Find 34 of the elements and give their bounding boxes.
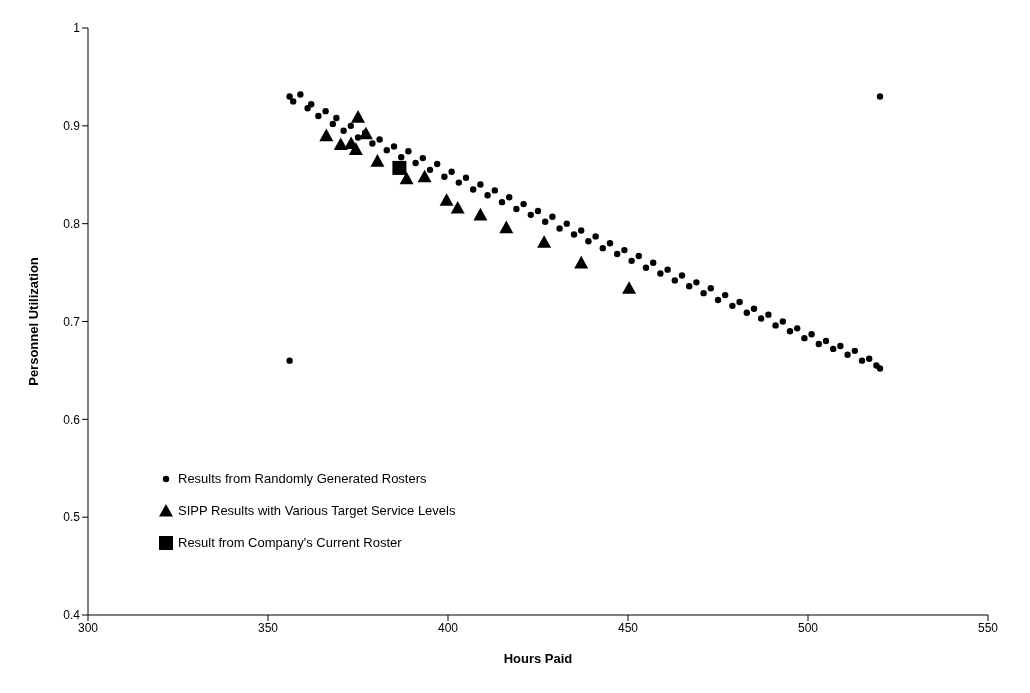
- point: [370, 154, 385, 167]
- x-tick-label: 400: [437, 620, 459, 635]
- x-tick-label: 450: [617, 620, 639, 635]
- y-tick-label: 0.4: [63, 608, 81, 623]
- legend-label: Result from Company's Current Roster: [178, 534, 402, 552]
- legend-label: Results from Randomly Generated Rosters: [178, 470, 427, 488]
- y-tick-label: 0.5: [63, 510, 81, 525]
- point: [417, 169, 432, 183]
- point: [358, 126, 373, 140]
- point: [351, 110, 365, 123]
- point: [439, 193, 454, 206]
- y-tick-label: 0.7: [63, 314, 81, 329]
- y-tick-label: 0.9: [63, 119, 81, 134]
- x-axis-title: Hours Paid: [503, 651, 573, 666]
- y-axis-title: Personnel Utilization: [25, 257, 41, 386]
- point: [319, 128, 334, 142]
- legend-label: SIPP Results with Various Target Service Levels: [178, 502, 456, 520]
- x-tick-label: 550: [977, 620, 999, 635]
- y-tick-label: 0.6: [63, 412, 81, 427]
- x-tick-label: 350: [257, 620, 279, 635]
- y-tick-label: 1: [73, 21, 81, 36]
- point: [473, 207, 488, 221]
- x-tick-label: 500: [797, 620, 819, 635]
- y-tick-label: 0.8: [63, 216, 81, 231]
- point: [537, 235, 552, 248]
- x-tick-label: 300: [77, 620, 99, 635]
- point: [622, 281, 637, 294]
- point: [392, 160, 407, 175]
- point: [348, 142, 363, 155]
- point: [499, 220, 514, 234]
- point: [450, 201, 465, 214]
- point: [333, 137, 348, 151]
- point: [399, 171, 414, 185]
- point: [574, 255, 589, 269]
